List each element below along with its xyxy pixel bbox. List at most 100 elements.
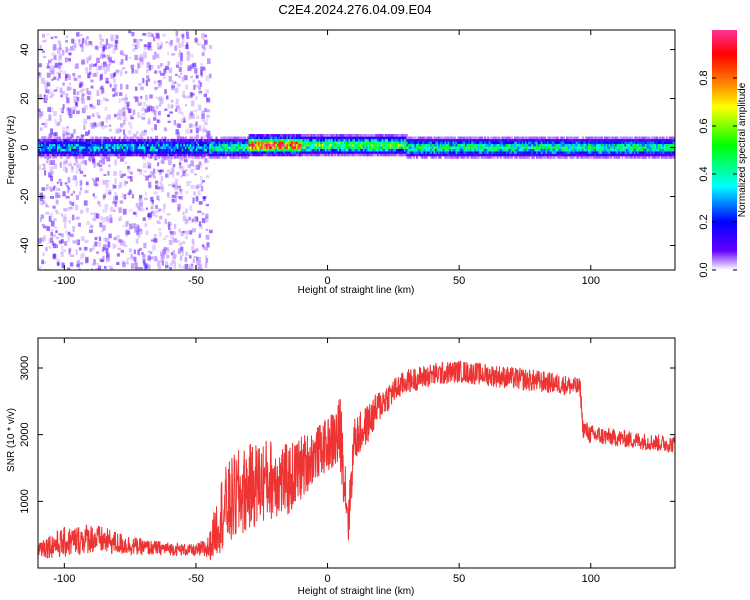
heatmap-cell xyxy=(337,138,340,142)
heatmap-cell xyxy=(205,234,210,240)
heatmap-cell xyxy=(44,170,47,176)
heatmap-cell xyxy=(184,148,188,152)
heatmap-cell xyxy=(671,136,675,140)
heatmap-cell xyxy=(200,181,203,186)
heatmap-cell xyxy=(474,136,477,140)
heatmap-cell xyxy=(411,153,414,157)
heatmap-cell xyxy=(80,141,83,145)
heatmap-cell xyxy=(261,138,264,142)
heatmap-cell xyxy=(510,143,513,147)
heatmap-cell xyxy=(71,205,74,210)
heatmap-cell xyxy=(163,68,167,74)
heatmap-cell xyxy=(66,185,69,188)
heatmap-cell xyxy=(199,141,202,145)
heatmap-cell xyxy=(588,148,591,152)
heatmap-cell xyxy=(137,141,140,145)
heatmap-cell xyxy=(383,136,386,140)
heatmap-cell xyxy=(99,148,102,152)
heatmap-cell xyxy=(48,245,52,249)
heatmap-cell xyxy=(521,151,525,154)
heatmap-cell xyxy=(626,151,629,154)
heatmap-cell xyxy=(524,146,528,149)
heatmap-cell xyxy=(378,153,381,157)
heatmap-cell xyxy=(399,134,402,137)
heatmap-cell xyxy=(88,156,92,162)
heatmap-cell xyxy=(427,143,430,147)
heatmap-cell xyxy=(307,153,310,157)
heatmap-cell xyxy=(113,209,116,212)
heatmap-cell xyxy=(55,71,59,75)
heatmap-cell xyxy=(657,156,660,159)
heatmap-cell xyxy=(270,138,273,142)
heatmap-cell xyxy=(113,185,117,189)
heatmap-cell xyxy=(562,148,566,152)
heatmap-cell xyxy=(439,148,442,152)
heatmap-cell xyxy=(109,214,113,219)
heatmap-cell xyxy=(83,246,88,251)
heatmap-cell xyxy=(72,143,75,147)
heatmap-cell xyxy=(58,136,61,140)
heatmap-cell xyxy=(251,151,254,154)
heatmap-cell xyxy=(150,143,153,147)
heatmap-cell xyxy=(578,141,581,145)
heatmap-cell xyxy=(461,146,464,149)
heatmap-cell xyxy=(216,153,220,157)
heatmap-cell xyxy=(458,138,461,142)
heatmap-cell xyxy=(656,151,659,154)
heatmap-cell xyxy=(172,143,175,147)
heatmap-cell xyxy=(561,138,564,142)
heatmap-cell xyxy=(542,141,545,145)
heatmap-cell xyxy=(521,143,525,147)
heatmap-cell xyxy=(91,113,95,118)
heatmap-cell xyxy=(348,148,351,152)
heatmap-cell xyxy=(292,136,295,140)
heatmap-cell xyxy=(629,136,632,140)
heatmap-cell xyxy=(588,143,591,147)
heatmap-cell xyxy=(199,164,203,169)
heatmap-cell xyxy=(189,146,192,149)
heatmap-cell xyxy=(507,141,510,145)
heatmap-cell xyxy=(134,54,139,61)
heatmap-cell xyxy=(143,146,147,149)
heatmap-cell xyxy=(321,138,324,142)
heatmap-cell xyxy=(175,105,180,110)
heatmap-cell xyxy=(273,141,277,145)
heatmap-cell xyxy=(543,136,547,140)
heatmap-cell xyxy=(147,45,150,50)
heatmap-cell xyxy=(77,146,80,149)
heatmap-cell xyxy=(166,249,170,253)
heatmap-cell xyxy=(423,146,427,149)
heatmap-cell xyxy=(528,138,531,142)
heatmap-cell xyxy=(558,146,561,149)
heatmap-cell xyxy=(47,138,50,142)
heatmap-cell xyxy=(198,232,202,235)
heatmap-cell xyxy=(524,151,528,154)
heatmap-cell xyxy=(58,143,61,147)
heatmap-cell xyxy=(326,151,329,154)
heatmap-cell xyxy=(101,151,104,154)
heatmap-cell xyxy=(184,151,188,154)
heatmap-cell xyxy=(331,146,334,149)
heatmap-cell xyxy=(69,200,72,205)
heatmap-cell xyxy=(406,143,409,147)
heatmap-cell xyxy=(626,146,629,149)
heatmap-cell xyxy=(171,259,176,264)
heatmap-cell xyxy=(120,143,123,147)
heatmap-cell xyxy=(561,141,564,145)
heatmap-cell xyxy=(403,151,407,154)
heatmap-cell xyxy=(302,146,306,149)
heatmap-cell xyxy=(515,138,518,142)
heatmap-cell xyxy=(600,146,603,149)
heatmap-cell xyxy=(155,105,159,110)
heatmap-cell xyxy=(140,148,143,152)
heatmap-cell xyxy=(137,151,140,154)
heatmap-cell xyxy=(575,138,578,142)
heatmap-cell xyxy=(38,148,41,152)
heatmap-cell xyxy=(110,143,113,147)
heatmap-cell xyxy=(171,198,175,203)
heatmap-cell xyxy=(86,141,90,145)
heatmap-cell xyxy=(536,138,539,142)
heatmap-cell xyxy=(90,141,93,145)
heatmap-cell xyxy=(150,136,153,140)
heatmap-cell xyxy=(584,143,588,147)
